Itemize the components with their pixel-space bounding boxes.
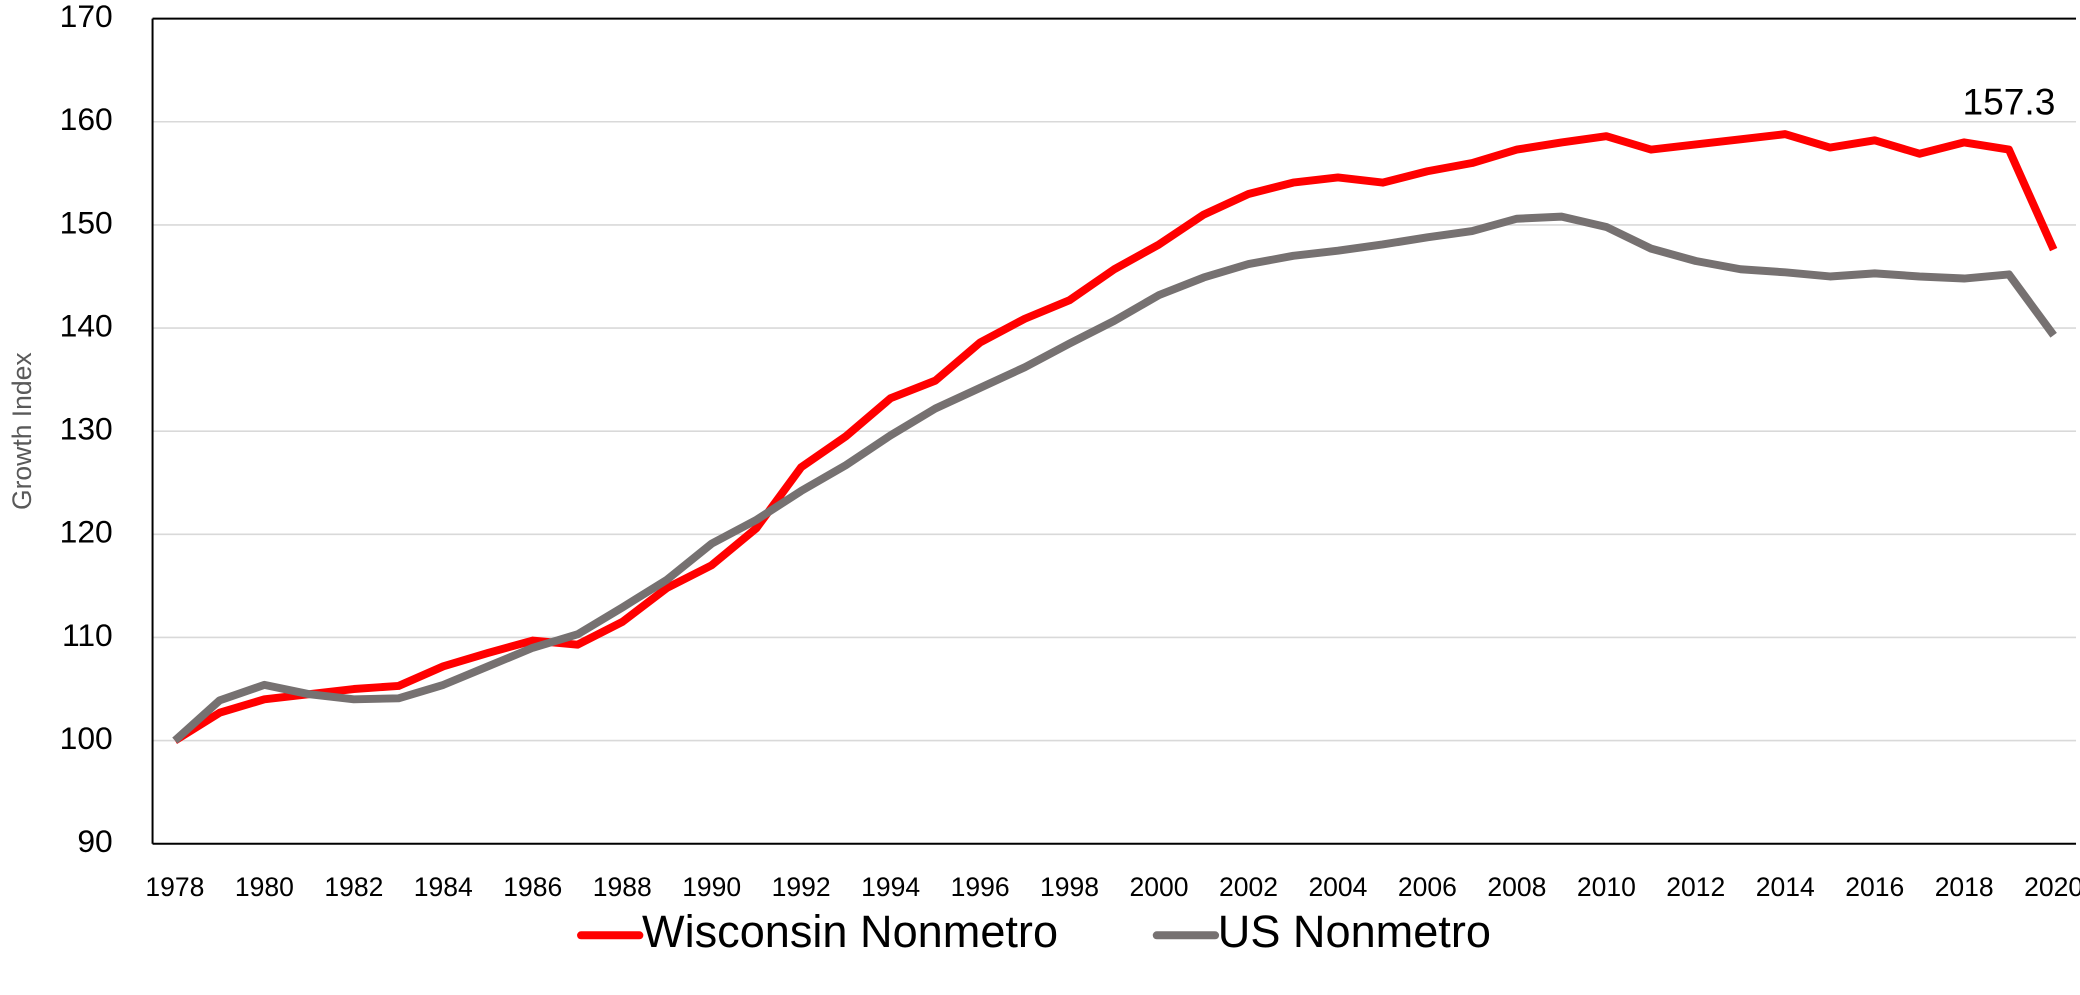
y-tick-label: 120 (60, 514, 113, 550)
x-tick-label: 2004 (1308, 872, 1367, 902)
data-line (172, 212, 2057, 744)
x-tick-label: 1982 (324, 872, 383, 902)
x-tick-label: 2016 (1845, 872, 1904, 902)
y-tick-label: 150 (60, 204, 113, 240)
x-tick-label: 1994 (861, 872, 920, 902)
x-tick-label: 2014 (1756, 872, 1815, 902)
x-tick-label: 2010 (1577, 872, 1636, 902)
y-tick-label: 110 (62, 617, 113, 653)
annotation: 157.3 (1962, 80, 2055, 122)
y-tick-label: 90 (77, 823, 112, 859)
x-tick-label: 1978 (145, 872, 204, 902)
x-tick-label: 1984 (414, 872, 473, 902)
data-line (172, 130, 2058, 744)
x-tick-label: 1998 (1040, 872, 1099, 902)
x-tick-label: 2000 (1130, 872, 1189, 902)
x-tick-label: 2012 (1666, 872, 1725, 902)
y-axis-title: Growth Index (7, 352, 37, 510)
x-tick-label: 2008 (1487, 872, 1546, 902)
x-tick-label: 2018 (1935, 872, 1994, 902)
x-tick-label: 1988 (593, 872, 652, 902)
y-tick-label: 160 (60, 101, 113, 137)
x-tick-label: 1986 (503, 872, 562, 902)
legend-label: Wisconsin Nonmetro (642, 906, 1058, 957)
x-tick-label: 2002 (1219, 872, 1278, 902)
x-tick-label: 2020 (2024, 872, 2080, 902)
y-tick-label: 170 (60, 0, 113, 34)
y-tick-label: 100 (60, 720, 113, 756)
y-tick-label: 140 (60, 307, 113, 343)
x-tick-label: 1990 (682, 872, 741, 902)
y-tick-label: 130 (60, 411, 113, 447)
x-tick-label: 1980 (235, 872, 294, 902)
x-tick-label: 2006 (1398, 872, 1457, 902)
x-tick-label: 1992 (772, 872, 831, 902)
x-tick-label: 1996 (951, 872, 1010, 902)
legend-label: US Nonmetro (1218, 906, 1491, 957)
